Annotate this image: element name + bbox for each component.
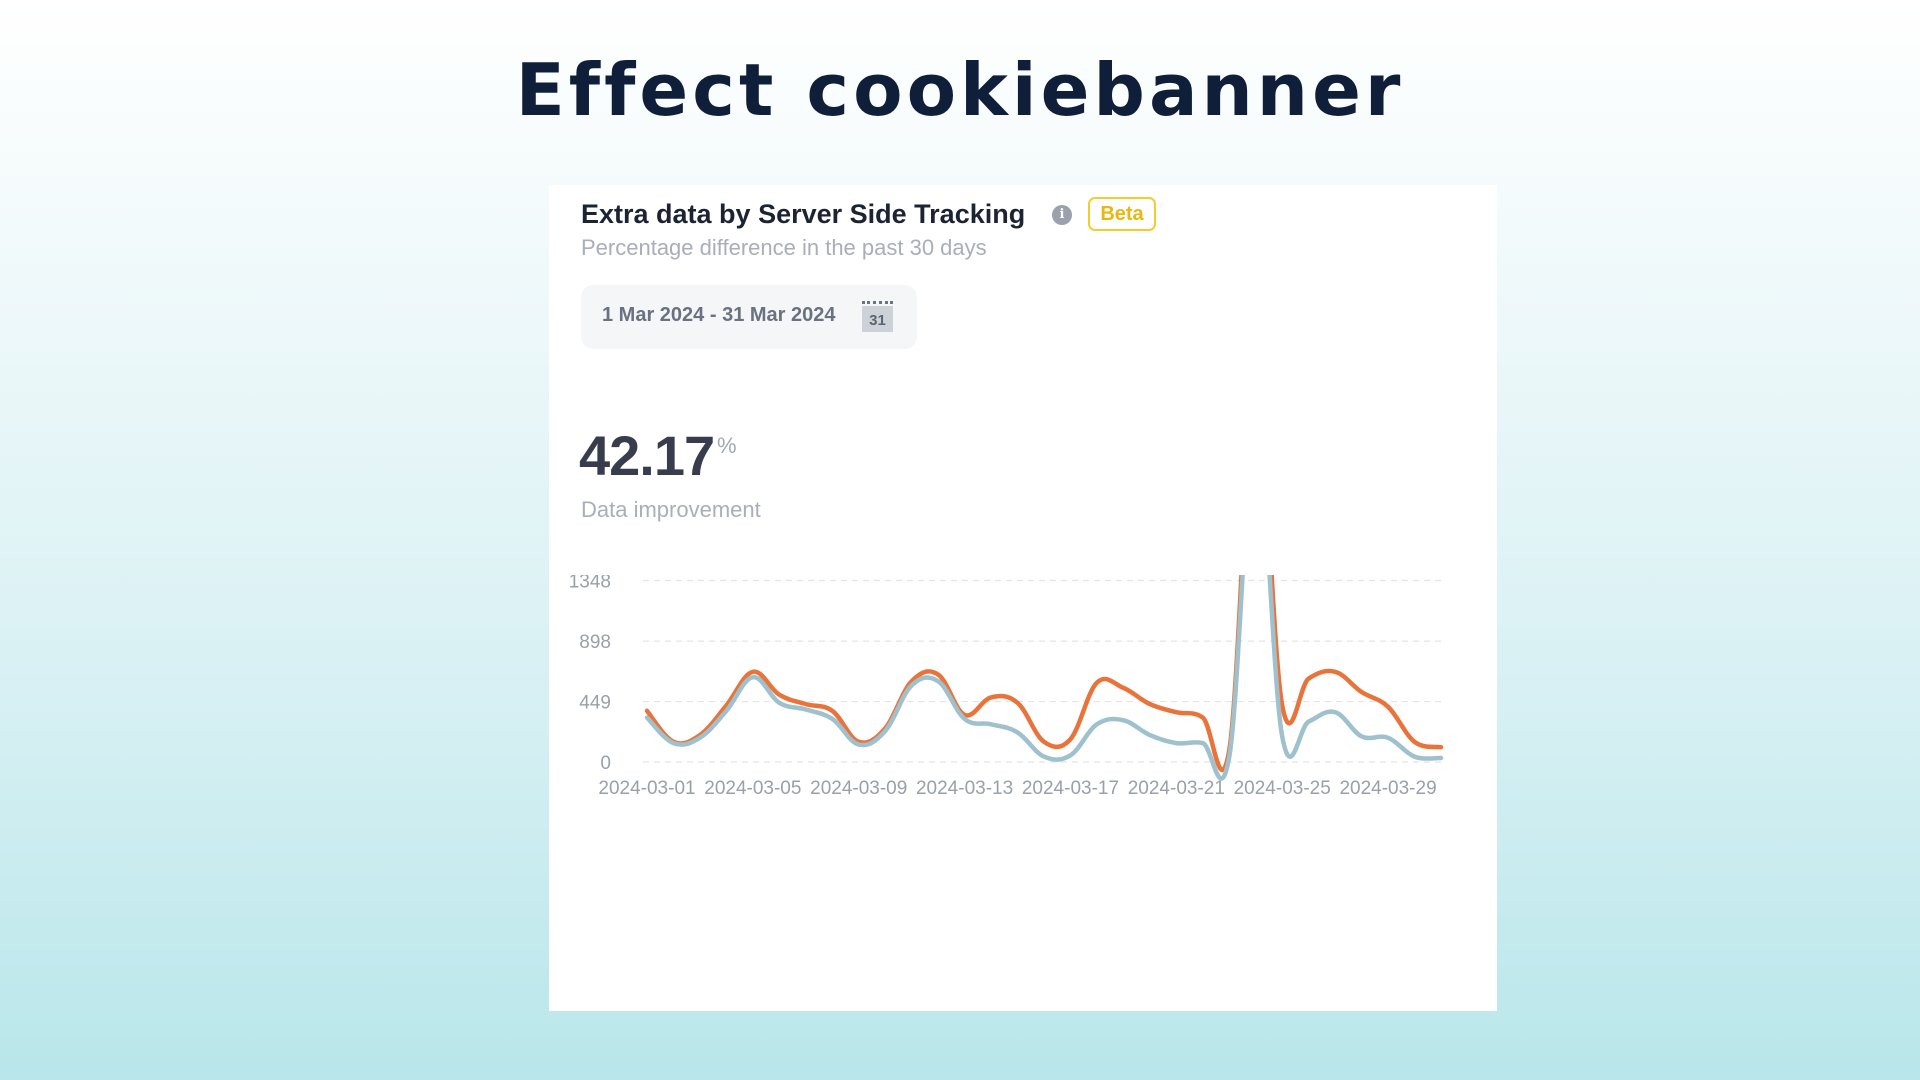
x-tick-label: 2024-03-13 <box>916 778 1013 799</box>
metric-unit: % <box>717 433 737 458</box>
x-tick-label: 2024-03-09 <box>810 778 907 799</box>
x-tick-label: 2024-03-17 <box>1022 778 1119 799</box>
stats-card: Extra data by Server Side Tracking i Bet… <box>549 185 1497 1011</box>
series-2-line <box>644 575 1444 781</box>
calendar-icon[interactable]: 31 <box>862 301 893 332</box>
x-tick-label: 2024-03-01 <box>598 778 695 799</box>
beta-badge: Beta <box>1088 197 1156 231</box>
y-tick-label: 1348 <box>569 575 611 593</box>
y-tick-label: 0 <box>600 753 611 774</box>
x-tick-label: 2024-03-21 <box>1128 778 1225 799</box>
date-range-picker[interactable]: 1 Mar 2024 - 31 Mar 2024 31 <box>581 285 917 349</box>
y-tick-label: 449 <box>579 693 611 714</box>
card-title: Extra data by Server Side Tracking <box>581 199 1026 229</box>
x-tick-label: 2024-03-25 <box>1234 778 1331 799</box>
x-tick-label: 2024-03-29 <box>1339 778 1436 799</box>
line-chart: 044989813481797224626962024-03-012024-03… <box>569 575 1445 799</box>
metric-value: 42.17 <box>579 424 715 487</box>
x-tick-label: 2024-03-05 <box>704 778 801 799</box>
y-tick-label: 898 <box>579 632 611 653</box>
info-icon[interactable]: i <box>1052 205 1072 225</box>
metric-caption: Data improvement <box>581 497 761 522</box>
series-1-line <box>644 575 1444 773</box>
date-range-label: 1 Mar 2024 - 31 Mar 2024 <box>602 304 836 326</box>
card-subtitle: Percentage difference in the past 30 day… <box>581 235 987 260</box>
slide-title: Effect cookiebanner <box>515 48 1405 132</box>
